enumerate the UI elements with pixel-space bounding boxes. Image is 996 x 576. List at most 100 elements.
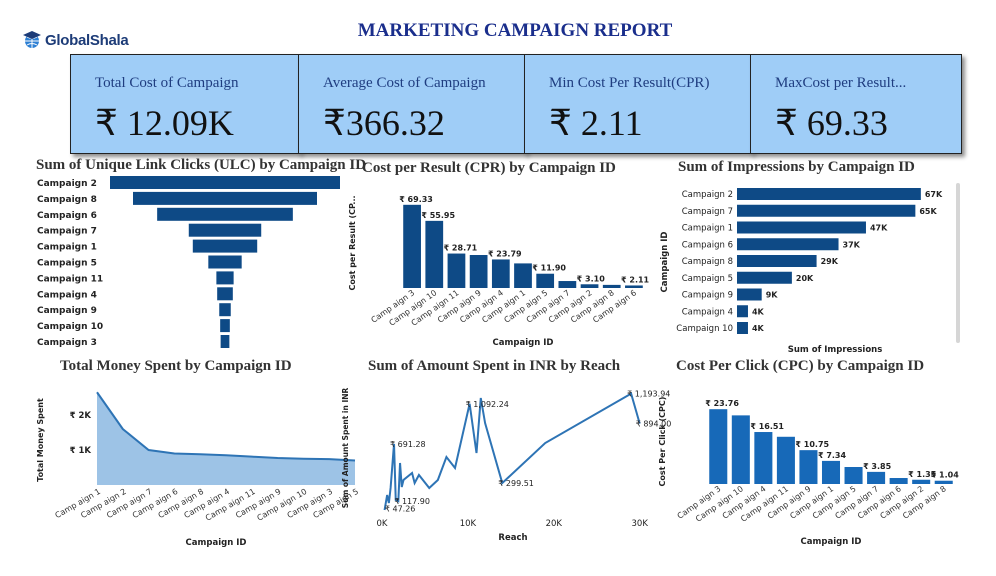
- bar: [602, 284, 621, 288]
- category-label: Campaign 9: [37, 306, 97, 316]
- data-label: ₹ 7.34: [818, 451, 847, 460]
- bar: [889, 478, 908, 484]
- data-label: ₹ 2.11: [621, 275, 650, 284]
- kpi-min-cpr[interactable]: Min Cost Per Result(CPR) ₹ 2.11: [524, 54, 752, 154]
- bar: [737, 288, 762, 301]
- cpr-chart-title: Cost per Result (CPR) by Campaign ID: [362, 160, 616, 176]
- kpi-value: ₹ 12.09K: [95, 103, 234, 143]
- funnel-bar: [110, 176, 340, 189]
- y-tick-label: ₹ 2K: [70, 411, 92, 421]
- kpi-row: Total Cost of Campaign ₹ 12.09K Average …: [70, 54, 966, 154]
- data-label: ₹ 894.00: [636, 420, 672, 429]
- data-label: ₹ 23.76: [705, 399, 739, 408]
- y-axis-label: Total Money Spent: [36, 398, 45, 482]
- funnel-bar: [219, 303, 231, 317]
- x-axis-label: Campaign ID: [186, 538, 247, 548]
- data-label: 9K: [766, 291, 779, 300]
- impressions-bar-chart: Campaign 2 67K Campaign 7 65K Campaign 1 47K C…: [660, 183, 960, 355]
- data-label: 47K: [870, 224, 888, 233]
- reach-line-chart: ₹ 47.26 ₹ 691.28 ₹ 117.90 ₹ 1,092.24 ₹ 299.5…: [341, 387, 671, 543]
- data-label: ₹ 299.51: [498, 479, 534, 488]
- funnel-bar: [217, 287, 233, 301]
- category-label: Campaign 8: [682, 257, 733, 267]
- scrollbar-track: [956, 183, 960, 343]
- data-label: ₹ 117.90: [394, 497, 430, 506]
- x-axis-label: Campaign ID: [801, 537, 862, 547]
- bar: [731, 415, 750, 484]
- brand-logo: GlobalShala: [22, 28, 132, 52]
- data-label: 4K: [752, 324, 765, 333]
- impressions-chart-title: Sum of Impressions by Campaign ID: [678, 159, 915, 175]
- kpi-average-cost[interactable]: Average Cost of Campaign ₹366.32: [298, 54, 526, 154]
- data-label: ₹ 3.10: [577, 274, 606, 283]
- data-label: 4K: [752, 307, 765, 316]
- kpi-total-cost[interactable]: Total Cost of Campaign ₹ 12.09K: [70, 54, 300, 154]
- bar: [737, 255, 817, 267]
- bar: [536, 273, 555, 288]
- area-fill: [97, 392, 355, 485]
- data-label: ₹ 28.71: [444, 244, 478, 253]
- brand-name: GlobalShala: [45, 31, 129, 49]
- data-label: ₹ 1,193.94: [627, 390, 670, 399]
- y-tick-label: ₹ 1K: [70, 446, 92, 456]
- bar: [469, 255, 488, 288]
- ulc-chart-title: Sum of Unique Link Clicks (ULC) by Campa…: [36, 157, 367, 173]
- data-label: ₹ 3.85: [863, 462, 892, 471]
- category-label: Campaign 8: [37, 195, 97, 205]
- data-label: ₹ 1,092.24: [466, 400, 509, 409]
- data-label: ₹ 10.75: [795, 440, 829, 449]
- bar: [844, 467, 863, 484]
- data-label: 29K: [821, 257, 839, 266]
- data-label: ₹ 11.90: [532, 264, 566, 273]
- category-label: Campaign 2: [37, 179, 97, 189]
- category-label: Campaign 5: [37, 259, 97, 269]
- bar: [425, 220, 444, 288]
- x-axis-label: Sum of Impressions: [788, 345, 883, 355]
- data-label: 20K: [796, 274, 814, 283]
- kpi-value: ₹ 69.33: [775, 103, 888, 143]
- funnel-bar: [220, 335, 230, 348]
- data-label: ₹ 55.95: [421, 211, 455, 220]
- category-label: Campaign 6: [682, 240, 733, 250]
- bar: [821, 460, 841, 484]
- funnel-bar: [188, 223, 262, 237]
- funnel-bar: [192, 239, 258, 253]
- x-axis-label: Campaign ID: [493, 338, 554, 348]
- bar: [737, 221, 866, 234]
- funnel-bar: [220, 319, 230, 333]
- category-label: Campaign 4: [37, 290, 97, 300]
- report-title: MARKETING CAMPAIGN REPORT: [357, 20, 673, 41]
- area-line: [96, 391, 356, 462]
- bar: [934, 480, 953, 484]
- funnel-bar: [133, 191, 317, 205]
- bar: [709, 409, 728, 484]
- bar: [754, 432, 773, 484]
- bar: [514, 263, 532, 288]
- x-tick-label: 10K: [460, 519, 477, 529]
- bar: [580, 284, 599, 288]
- series-line: [383, 392, 641, 511]
- y-axis-label: Sum of Amount Spent in INR: [341, 387, 350, 508]
- category-label: Campaign 6: [37, 211, 97, 221]
- x-tick-label: 20K: [546, 519, 563, 529]
- x-tick-label: 0K: [377, 519, 388, 529]
- category-label: Campaign 4: [682, 307, 733, 317]
- bar: [737, 188, 921, 200]
- category-label: Campaign 7: [37, 227, 97, 237]
- bar: [737, 271, 792, 284]
- kpi-max-cpr[interactable]: MaxCost per Result... ₹ 69.33: [750, 54, 962, 154]
- bar: [737, 322, 748, 334]
- category-label: Campaign 10: [676, 324, 733, 334]
- category-label: Campaign 7: [682, 207, 733, 217]
- category-label: Campaign 1: [682, 224, 733, 234]
- bar: [403, 204, 421, 288]
- bar: [867, 471, 886, 484]
- category-label: Campaign 10: [37, 322, 103, 332]
- cpc-chart-title: Cost Per Click (CPC) by Campaign ID: [676, 358, 925, 374]
- x-axis-label: Reach: [498, 533, 527, 543]
- data-label: 67K: [925, 190, 943, 199]
- bar: [558, 281, 577, 288]
- data-label: ₹ 69.33: [399, 195, 433, 204]
